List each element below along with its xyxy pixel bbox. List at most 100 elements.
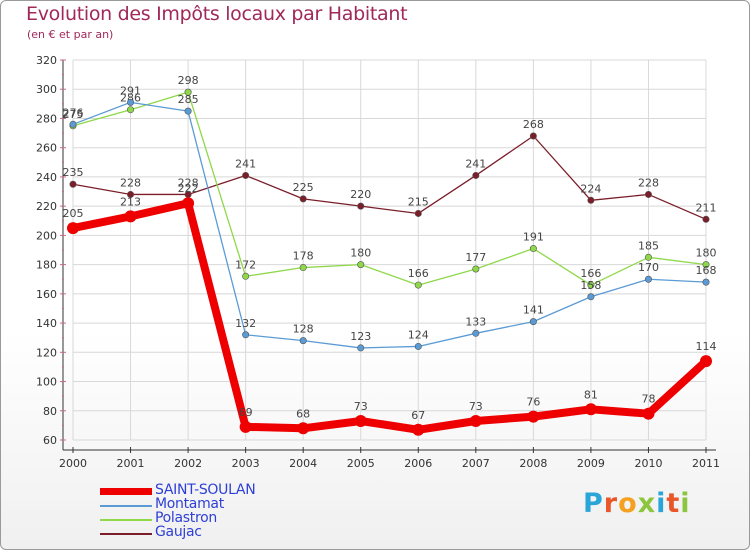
data-label-gaujac: 241 (235, 157, 256, 170)
series-polastron: 275 286 298 172 178 180 166 177 191 166 185 180 (63, 74, 717, 289)
series-saint-soulan: 205 213 222 69 68 73 67 73 76 81 78 114 (63, 182, 717, 436)
data-label-polastron: 180 (350, 247, 371, 260)
data-label-saint-soulan: 67 (411, 409, 425, 422)
data-point-polastron (242, 272, 250, 280)
x-tick-label: 2004 (289, 457, 317, 470)
x-tick-label: 2001 (117, 457, 145, 470)
data-label-gaujac: 225 (293, 181, 314, 194)
legend-swatch-montamat (100, 505, 152, 507)
logo-letter: P (583, 488, 604, 519)
data-point-polastron (644, 253, 652, 261)
data-point-saint-soulan (412, 423, 425, 436)
data-label-saint-soulan: 114 (696, 340, 717, 353)
legend-swatch-polastron (100, 519, 152, 521)
data-point-gaujac (69, 180, 77, 188)
data-point-polastron (472, 265, 480, 273)
data-point-saint-soulan (297, 422, 310, 435)
series-line-polastron (72, 91, 707, 286)
data-label-gaujac: 228 (638, 176, 659, 189)
logo-letter: x (637, 488, 657, 519)
legend-swatch-saint-soulan (100, 488, 152, 495)
data-label-gaujac: 224 (580, 182, 601, 195)
data-label-saint-soulan: 69 (239, 406, 253, 419)
legend-label-montamat: Montamat (155, 496, 224, 512)
logo-letter: i (680, 488, 691, 519)
data-point-gaujac (587, 196, 595, 204)
x-tick-label: 2011 (692, 457, 720, 470)
data-point-saint-soulan (239, 420, 252, 433)
y-tick-label: 120 (36, 346, 57, 359)
legend-swatch-gaujac (100, 533, 152, 535)
x-tick-label: 2002 (174, 457, 202, 470)
data-point-gaujac (357, 202, 365, 210)
data-label-montamat: 123 (350, 330, 371, 343)
data-point-saint-soulan (124, 210, 137, 223)
y-tick-label: 200 (36, 229, 57, 242)
data-point-gaujac (644, 190, 652, 198)
chart-title: Evolution des Impôts locaux par Habitant (26, 3, 408, 25)
y-tick-label: 240 (36, 171, 57, 184)
data-label-polastron: 177 (465, 251, 486, 264)
y-tick-label: 180 (36, 259, 57, 272)
data-label-saint-soulan: 213 (120, 195, 141, 208)
data-point-montamat (242, 331, 250, 339)
data-point-polastron (587, 281, 595, 289)
data-label-montamat: 158 (580, 279, 601, 292)
y-tick-label: 300 (36, 83, 57, 96)
data-label-saint-soulan: 73 (469, 400, 483, 413)
data-label-saint-soulan: 73 (354, 400, 368, 413)
legend-label-gaujac: Gaujac (155, 524, 202, 540)
data-label-gaujac: 211 (696, 201, 717, 214)
logo-letter: o (618, 488, 638, 519)
data-label-gaujac: 241 (465, 157, 486, 170)
legend-label-saint-soulan: SAINT-SOULAN (155, 482, 256, 498)
data-point-saint-soulan (67, 222, 79, 235)
data-label-polastron: 191 (523, 231, 544, 244)
data-label-montamat: 276 (63, 106, 84, 119)
data-point-gaujac (702, 215, 710, 223)
data-label-saint-soulan: 78 (641, 393, 655, 406)
data-label-polastron: 166 (408, 267, 429, 280)
data-point-saint-soulan (584, 403, 597, 416)
data-label-montamat: 285 (178, 93, 199, 106)
data-label-montamat: 291 (120, 84, 141, 97)
x-tick-label: 2010 (634, 457, 662, 470)
data-label-polastron: 180 (696, 247, 717, 260)
x-tick-label: 2000 (59, 457, 87, 470)
y-tick-label: 140 (36, 317, 57, 330)
data-point-montamat (587, 293, 595, 301)
y-tick-label: 60 (43, 434, 57, 447)
data-point-montamat (299, 337, 307, 345)
data-label-montamat: 124 (408, 328, 429, 341)
data-label-montamat: 141 (523, 304, 544, 317)
chart-subtitle: (en € et par an) (27, 28, 114, 41)
x-tick-label: 2009 (577, 457, 605, 470)
data-label-gaujac: 228 (120, 176, 141, 189)
proxiti-logo: Proxiti (583, 488, 691, 519)
y-tick-label: 320 (36, 54, 57, 67)
series-line-gaujac (72, 135, 707, 220)
data-point-montamat (184, 107, 192, 115)
x-tick-label: 2008 (519, 457, 547, 470)
series-montamat: 276 291 285 132 128 123 124 133 141 158 170 168 (63, 84, 717, 352)
data-point-polastron (357, 261, 365, 269)
data-label-montamat: 128 (293, 323, 314, 336)
logo-letter: r (603, 488, 619, 519)
data-point-montamat (357, 344, 365, 352)
x-tick-label: 2003 (232, 457, 260, 470)
series-gaujac: 235 228 228 241 225 220 215 241 268 224 228 211 (63, 118, 717, 223)
data-point-montamat (644, 275, 652, 283)
data-point-gaujac (299, 195, 307, 203)
data-label-saint-soulan: 205 (63, 207, 84, 220)
y-tick-label: 280 (36, 112, 57, 125)
data-point-polastron (299, 264, 307, 272)
data-label-polastron: 185 (638, 239, 659, 252)
series-line-montamat (72, 101, 707, 349)
logo-letter: t (666, 488, 681, 519)
y-tick-label: 160 (36, 288, 57, 301)
y-tick-label: 220 (36, 200, 57, 213)
data-point-polastron (127, 106, 135, 114)
data-label-saint-soulan: 81 (584, 388, 598, 401)
data-point-saint-soulan (469, 415, 482, 427)
data-point-gaujac (472, 171, 480, 179)
